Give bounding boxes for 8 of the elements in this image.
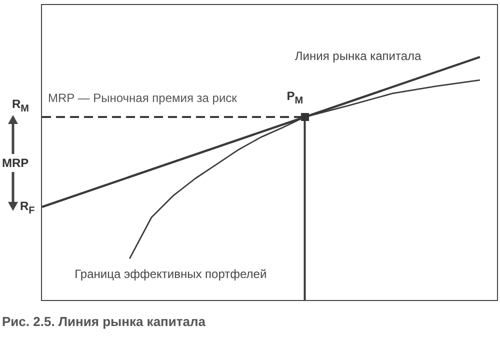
text: Граница эффективных портфелей	[74, 266, 267, 281]
annotation: P$_{M}$	[286, 89, 304, 106]
text: MRP	[2, 154, 29, 172]
text: R$_{F}$	[20, 198, 35, 216]
series-label: Линия рынка капитала	[294, 49, 422, 63]
text: R$_{M}$	[12, 97, 30, 114]
annotation: MRP — Рыночная премия за риск	[48, 91, 237, 106]
text: Рис. 2.5. Линия рынка капитала	[2, 314, 206, 329]
